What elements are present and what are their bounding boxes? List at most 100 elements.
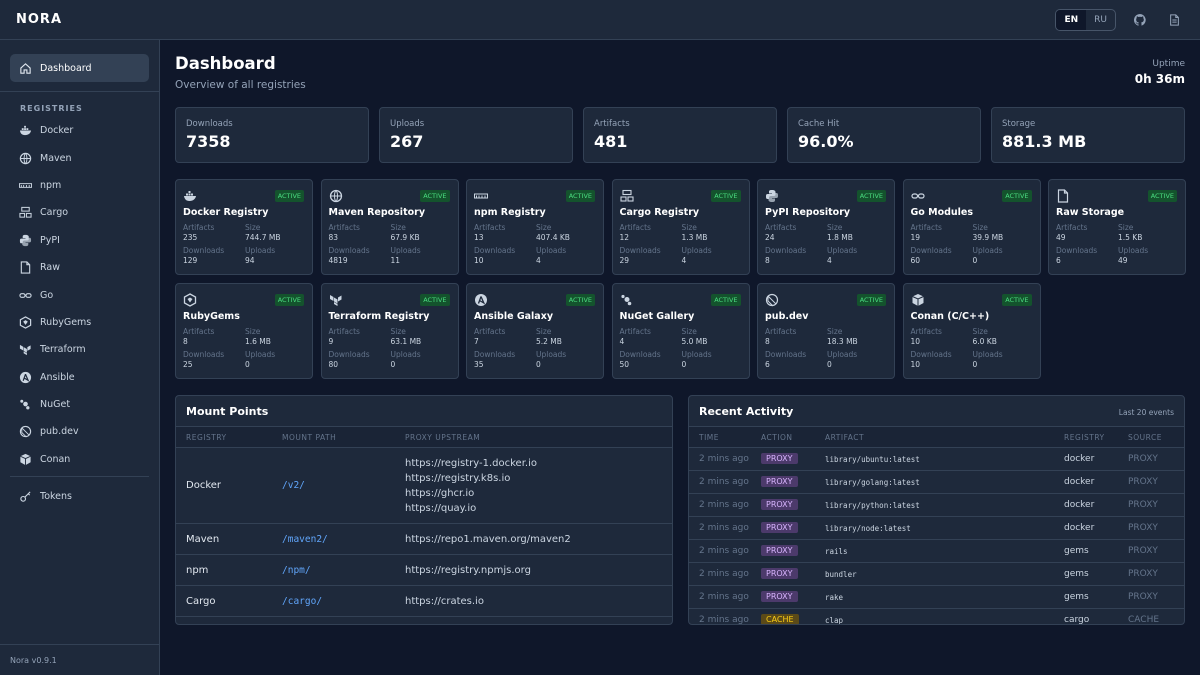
registry-card[interactable]: ACTIVE npm Registry Artifacts Size 13 407.4 K… <box>466 179 604 275</box>
size-value: 5.2 MB <box>536 337 562 346</box>
time-cell: 2 mins ago <box>699 500 749 510</box>
status-badge: ACTIVE <box>856 190 886 202</box>
uploads-value: 0 <box>536 360 541 369</box>
sidebar-item-cargo[interactable]: Cargo <box>0 199 159 226</box>
sidebar-item-maven[interactable]: Maven <box>0 144 159 171</box>
downloads-value: 129 <box>183 256 198 265</box>
status-badge: ACTIVE <box>856 294 886 306</box>
stat-label: Storage <box>1002 119 1036 129</box>
artifacts-value: 83 <box>328 233 339 242</box>
table-row: 2 mins ago CACHE clap cargo CACHE <box>689 609 1184 624</box>
stat-value: 267 <box>390 132 424 151</box>
artifacts-label: Artifacts <box>1056 223 1088 232</box>
sidebar-item-label: Tokens <box>40 491 72 503</box>
mount-path-cell: /npm/ <box>282 564 311 576</box>
artifacts-value: 12 <box>619 233 630 242</box>
registry-card[interactable]: ACTIVE Ansible Galaxy Artifacts Size 7 5.2 MB… <box>466 283 604 379</box>
mount-points-title: Mount Points <box>186 405 269 418</box>
home-icon <box>20 62 31 74</box>
registry-card[interactable]: ACTIVE Docker Registry Artifacts Size 235 744… <box>175 179 313 275</box>
artifacts-value: 13 <box>474 233 484 242</box>
cargo-icon <box>19 207 32 219</box>
sidebar-item-pubdev[interactable]: pub.dev <box>0 418 159 445</box>
mount-path-cell: /v2/ <box>282 480 305 491</box>
downloads-value: 80 <box>328 360 339 369</box>
sidebar-item-dashboard[interactable]: Dashboard <box>10 54 149 82</box>
registry-card[interactable]: ACTIVE Conan (C/C++) Artifacts Size 10 6.0 KB… <box>902 283 1041 379</box>
recent-activity-title: Recent Activity <box>699 405 794 418</box>
lang-ru-button[interactable]: RU <box>1094 14 1107 25</box>
registry-card[interactable]: ACTIVE Terraform Registry Artifacts Size 9 63… <box>320 283 459 379</box>
downloads-label: Downloads <box>183 350 225 359</box>
source-cell: PROXY <box>1128 546 1158 556</box>
uploads-label: Uploads <box>390 246 421 255</box>
go-icon <box>910 193 925 199</box>
upstream-url: https://quay.io <box>405 502 477 514</box>
time-cell: 2 mins ago <box>699 546 749 556</box>
size-label: Size <box>681 327 697 336</box>
sidebar-item-label: Cargo <box>40 207 69 219</box>
artifacts-value: 8 <box>183 337 188 346</box>
uploads-value: 0 <box>390 360 396 369</box>
sidebar-item-raw[interactable]: Raw <box>0 254 159 281</box>
sidebar-item-npm[interactable]: npm <box>0 172 159 199</box>
sidebar-divider <box>10 476 149 478</box>
go-icon <box>19 292 32 298</box>
registry-name: RubyGems <box>183 311 240 322</box>
action-badge: PROXY <box>761 568 798 579</box>
size-value: 63.1 MB <box>390 337 422 346</box>
status-badge: ACTIVE <box>1002 190 1032 202</box>
col-mount-path: MOUNT PATH <box>282 432 337 442</box>
time-cell: 2 mins ago <box>699 569 749 579</box>
registry-card[interactable]: ACTIVE Maven Repository Artifacts Size 83 67.… <box>320 179 459 275</box>
status-badge: ACTIVE <box>420 190 450 202</box>
main-content: Dashboard Overview of all registries Upt… <box>160 40 1200 675</box>
lang-en-button[interactable]: EN <box>1056 9 1087 30</box>
sidebar-item-label: npm <box>40 179 62 191</box>
registry-cell: Docker <box>186 480 222 491</box>
sidebar-item-go[interactable]: Go <box>0 281 159 308</box>
table-row: npm/npm/https://registry.npmjs.org <box>176 555 672 586</box>
sidebar-item-label: Dashboard <box>40 62 92 74</box>
time-cell: 2 mins ago <box>699 523 749 533</box>
sidebar-item-conan[interactable]: Conan <box>0 446 159 473</box>
registry-card[interactable]: ACTIVE Cargo Registry Artifacts Size 12 1.3 M… <box>611 179 750 275</box>
size-value: 18.3 MB <box>827 337 858 346</box>
artifacts-label: Artifacts <box>765 223 797 232</box>
downloads-label: Downloads <box>765 350 807 359</box>
docs-icon[interactable] <box>1164 10 1184 30</box>
downloads-label: Downloads <box>183 246 225 255</box>
sidebar-section-title: REGISTRIES <box>0 91 159 117</box>
stat-value: 96.0% <box>798 132 854 151</box>
source-cell: PROXY <box>1128 454 1158 464</box>
sidebar-item-terraform[interactable]: Terraform <box>0 336 159 363</box>
registry-card[interactable]: ACTIVE pub.dev Artifacts Size 8 18.3 MB Downlo… <box>757 283 895 379</box>
sidebar-item-docker[interactable]: Docker <box>0 117 159 144</box>
stat-card: Artifacts 481 <box>583 107 777 163</box>
sidebar-item-rubygems[interactable]: RubyGems <box>0 309 159 336</box>
python-icon <box>19 234 32 246</box>
upstream-cell: https://crates.io <box>405 594 672 609</box>
sidebar-item-pypi[interactable]: PyPI <box>0 227 159 254</box>
registry-card[interactable]: ACTIVE Go Modules Artifacts Size 19 39.9 MB Do… <box>902 179 1041 275</box>
registry-card[interactable]: ACTIVE RubyGems Artifacts Size 8 1.6 MB Downlo… <box>175 283 313 379</box>
size-value: 5.0 MB <box>681 337 708 346</box>
key-icon <box>20 491 31 502</box>
registry-card[interactable]: ACTIVE Raw Storage Artifacts Size 49 1.5 KB Do… <box>1048 179 1186 275</box>
python-icon <box>766 190 778 202</box>
upstream-cell: https://repo1.maven.org/maven2 <box>405 532 672 547</box>
github-icon[interactable] <box>1130 10 1150 30</box>
nuget-icon <box>620 294 631 306</box>
status-badge: ACTIVE <box>565 294 595 306</box>
registry-card[interactable]: ACTIVE PyPI Repository Artifacts Size 24 1.8 … <box>757 179 895 275</box>
sidebar-item-tokens[interactable]: Tokens <box>0 483 159 510</box>
registry-card[interactable]: ACTIVE NuGet Gallery Artifacts Size 4 5.0 MB D… <box>611 283 750 379</box>
ansible-icon <box>19 371 32 383</box>
size-label: Size <box>536 223 552 232</box>
time-cell: 2 mins ago <box>699 477 749 487</box>
app-logo[interactable]: NORA <box>16 12 63 27</box>
registry-cell: docker <box>1064 500 1095 510</box>
downloads-value: 25 <box>183 360 193 369</box>
sidebar-item-nuget[interactable]: NuGet <box>0 391 159 418</box>
sidebar-item-ansible[interactable]: Ansible <box>0 364 159 391</box>
